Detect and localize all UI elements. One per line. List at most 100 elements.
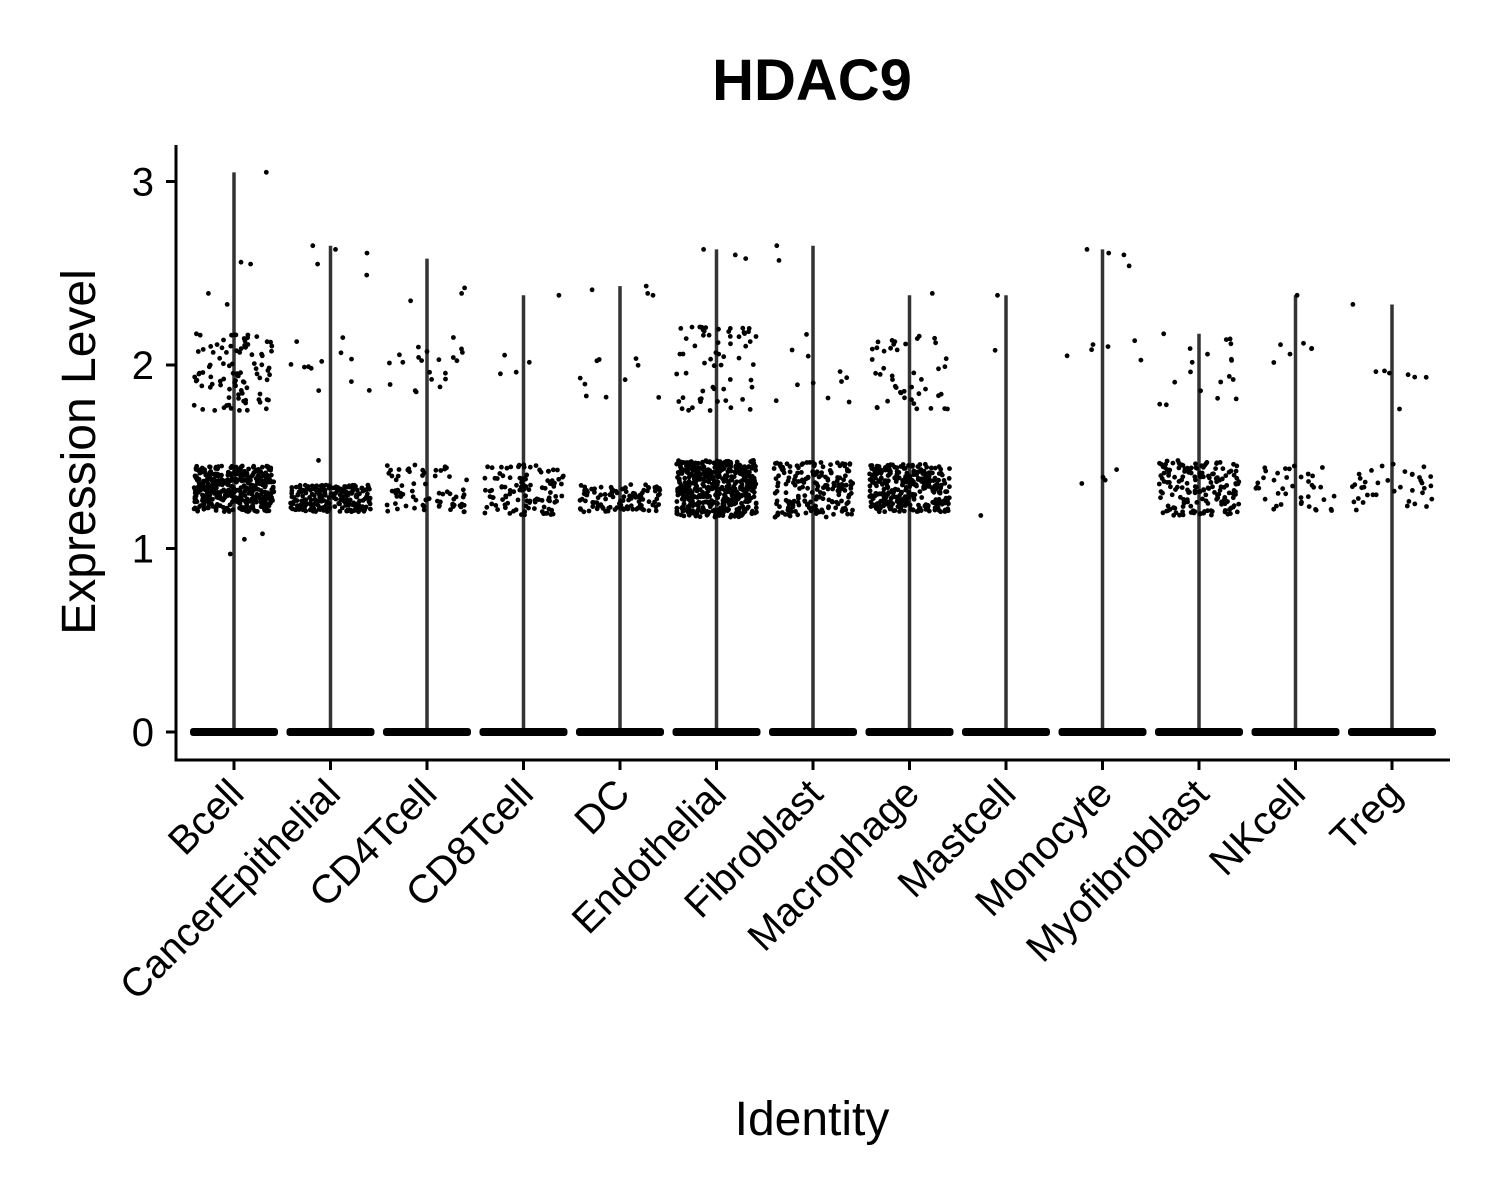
data-point xyxy=(269,343,275,349)
data-point xyxy=(837,369,843,374)
data-point xyxy=(450,355,456,360)
data-point xyxy=(869,357,875,362)
data-point xyxy=(1423,374,1429,380)
data-point xyxy=(657,487,663,493)
data-point xyxy=(819,507,825,513)
data-point xyxy=(679,406,685,412)
data-point xyxy=(577,375,583,381)
data-point xyxy=(928,465,934,471)
data-point xyxy=(321,498,327,503)
data-point xyxy=(742,331,747,336)
data-point xyxy=(656,502,662,507)
data-point xyxy=(890,501,895,507)
data-point xyxy=(937,500,942,506)
data-point xyxy=(848,486,854,491)
data-point xyxy=(332,504,338,509)
data-point xyxy=(675,511,681,517)
data-point xyxy=(1217,487,1223,493)
data-point xyxy=(773,398,779,404)
data-point xyxy=(674,505,680,511)
data-point xyxy=(1210,484,1215,490)
data-point xyxy=(680,492,685,497)
data-point xyxy=(921,480,927,486)
data-point xyxy=(727,377,733,382)
data-point xyxy=(911,401,917,406)
data-point xyxy=(809,490,815,495)
data-point xyxy=(721,466,727,471)
data-point xyxy=(459,291,464,296)
data-point xyxy=(263,169,269,175)
data-point xyxy=(620,506,626,512)
data-point xyxy=(790,504,796,510)
data-point xyxy=(336,487,342,493)
data-point xyxy=(923,386,928,392)
data-point xyxy=(1194,465,1200,471)
data-point xyxy=(462,285,467,291)
data-point xyxy=(256,467,261,472)
data-point xyxy=(1227,336,1233,342)
data-point xyxy=(795,382,800,388)
data-point xyxy=(1172,505,1178,511)
data-point xyxy=(352,503,358,509)
data-point xyxy=(1114,467,1119,472)
data-point xyxy=(526,359,532,365)
data-point xyxy=(1212,490,1217,495)
data-point xyxy=(244,385,250,391)
data-point xyxy=(686,490,691,495)
data-point xyxy=(311,508,316,514)
data-point xyxy=(810,380,816,386)
data-point xyxy=(686,510,691,516)
data-point xyxy=(433,467,439,473)
data-point xyxy=(494,476,500,481)
data-point xyxy=(251,463,257,469)
x-tick-label: Treg xyxy=(1322,771,1410,859)
data-point xyxy=(1180,504,1186,509)
data-point xyxy=(232,380,238,385)
data-point xyxy=(1222,508,1228,513)
data-point xyxy=(229,332,234,338)
data-point xyxy=(316,492,322,497)
data-point xyxy=(343,489,349,495)
data-point xyxy=(874,483,879,489)
data-point xyxy=(539,509,545,514)
data-point xyxy=(625,506,631,512)
data-point xyxy=(1233,396,1239,402)
data-point xyxy=(881,494,887,500)
data-point xyxy=(438,468,444,473)
data-point xyxy=(1234,509,1240,515)
data-point xyxy=(195,485,201,490)
data-point xyxy=(1230,377,1236,382)
data-point xyxy=(1280,486,1286,492)
y-tick-label: 0 xyxy=(132,711,154,755)
data-point xyxy=(629,494,634,500)
data-point xyxy=(416,344,421,350)
data-point xyxy=(743,256,749,261)
data-point xyxy=(835,501,841,507)
data-point xyxy=(715,399,720,404)
data-point xyxy=(217,355,223,361)
data-point xyxy=(680,395,686,401)
data-point xyxy=(1226,490,1232,496)
data-point xyxy=(354,492,360,498)
data-point xyxy=(205,482,211,488)
data-point xyxy=(1370,492,1376,498)
data-point xyxy=(213,505,219,511)
data-point xyxy=(873,491,879,497)
data-point xyxy=(269,348,274,354)
data-point xyxy=(365,491,370,497)
data-point xyxy=(301,487,306,493)
data-point xyxy=(827,468,833,473)
data-point xyxy=(1163,461,1168,467)
data-point xyxy=(787,464,793,469)
data-point xyxy=(519,487,525,493)
data-point xyxy=(532,506,537,511)
data-point xyxy=(740,470,745,475)
data-point xyxy=(933,486,939,492)
data-point xyxy=(791,480,796,486)
data-point xyxy=(583,498,588,504)
data-point xyxy=(395,506,400,512)
data-point xyxy=(1176,465,1182,471)
data-point xyxy=(789,347,795,353)
data-point xyxy=(367,486,372,492)
data-point xyxy=(890,377,895,382)
